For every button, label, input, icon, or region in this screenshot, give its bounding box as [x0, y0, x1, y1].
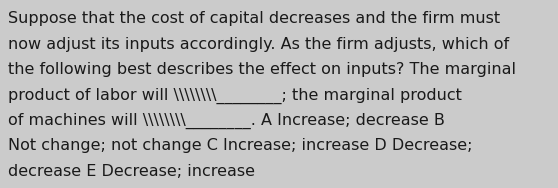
Text: decrease E Decrease; increase: decrease E Decrease; increase — [8, 164, 256, 179]
Text: Suppose that the cost of capital decreases and the firm must: Suppose that the cost of capital decreas… — [8, 11, 501, 26]
Text: the following best describes the effect on inputs? The marginal: the following best describes the effect … — [8, 62, 516, 77]
Text: product of labor will \\\\\\\\________; the marginal product: product of labor will \\\\\\\\________; … — [8, 87, 462, 104]
Text: now adjust its inputs accordingly. As the firm adjusts, which of: now adjust its inputs accordingly. As th… — [8, 37, 509, 52]
Text: of machines will \\\\\\\\________. A Increase; decrease B: of machines will \\\\\\\\________. A Inc… — [8, 113, 445, 129]
Text: Not change; not change C Increase; increase D Decrease;: Not change; not change C Increase; incre… — [8, 138, 473, 153]
